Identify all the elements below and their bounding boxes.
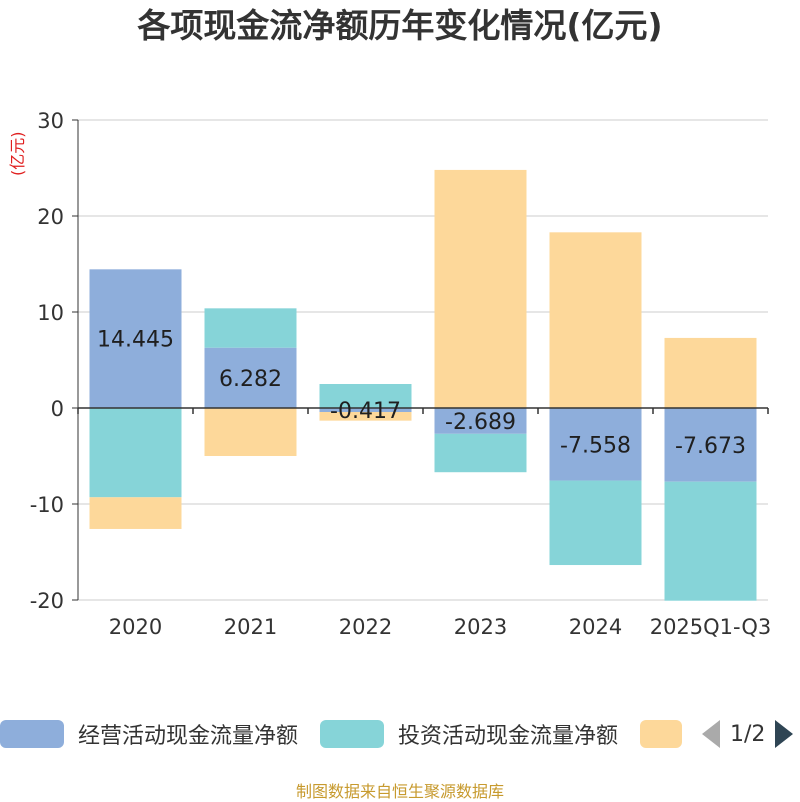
data-label: -0.417 [330, 399, 401, 424]
legend-prev-page-icon[interactable] [702, 720, 720, 748]
bar-2024-series-2 [549, 232, 642, 408]
bar-2022-series-2 [319, 412, 412, 421]
legend-page-indicator: 1/2 [730, 721, 766, 747]
legend-next-page-icon[interactable] [775, 720, 794, 748]
x-tick-label: 2025Q1-Q3 [650, 615, 772, 639]
bar-2022-series-0 [319, 408, 412, 413]
legend-pager: 1/2 [702, 712, 794, 756]
bar-2023-series-0 [434, 408, 527, 434]
bar-2021-series-0 [204, 347, 297, 408]
stacked-bar-chart: 30 20 10 0 -10 -20 2020 2021 2022 2023 2024 2025Q1-… [30, 109, 772, 639]
legend-item-financing[interactable] [640, 712, 682, 756]
y-tick-label: -20 [30, 589, 64, 613]
legend-item-investing[interactable]: 投资活动现金流量净额 [320, 712, 618, 756]
bar-2020-series-1 [89, 408, 182, 498]
bar-2023-series-1 [434, 433, 527, 473]
data-label: 14.445 [97, 328, 174, 353]
x-tick-label: 2021 [224, 615, 277, 639]
legend-swatch-operating [0, 720, 64, 748]
bar-2021-series-1 [204, 308, 297, 348]
bar-2022-series-1 [319, 384, 412, 408]
bar-2020-series-2 [89, 497, 182, 529]
data-label: -2.689 [445, 410, 516, 435]
legend-swatch-financing [640, 720, 682, 748]
legend-label-operating: 经营活动现金流量净额 [78, 724, 299, 749]
y-axis-unit-label: (亿元) [8, 132, 27, 177]
bar-2023-series-2 [434, 169, 527, 408]
data-label: 6.282 [219, 367, 282, 392]
y-tick-label: -10 [30, 493, 64, 517]
y-tick-label: 0 [51, 397, 64, 421]
legend: 经营活动现金流量净额 投资活动现金流量净额 1/2 [0, 712, 800, 756]
bar-2025Q1-Q3-series-1 [664, 481, 757, 601]
y-tick-label: 30 [37, 109, 64, 133]
x-tick-label: 2020 [109, 615, 162, 639]
legend-item-operating[interactable]: 经营活动现金流量净额 [0, 712, 298, 756]
x-tick-label: 2023 [454, 615, 507, 639]
bar-2025Q1-Q3-series-2 [664, 337, 757, 408]
data-source-note: 制图数据来自恒生聚源数据库 [295, 782, 504, 801]
data-label: -7.558 [560, 433, 631, 458]
chart-title: 各项现金流净额历年变化情况(亿元) [137, 6, 663, 45]
bar-2024-series-1 [549, 480, 642, 566]
x-tick-label: 2022 [339, 615, 392, 639]
legend-swatch-investing [320, 720, 384, 748]
bar-2024-series-0 [549, 408, 642, 481]
legend-label-investing: 投资活动现金流量净额 [398, 724, 619, 749]
y-tick-label: 10 [37, 301, 64, 325]
y-axis-unit-text: (亿元) [8, 132, 27, 177]
bar-2021-series-2 [204, 408, 297, 456]
y-tick-label: 20 [37, 205, 64, 229]
data-label: -7.673 [675, 434, 746, 459]
bar-2020-series-0 [89, 269, 182, 408]
bar-2025Q1-Q3-series-0 [664, 408, 757, 482]
x-tick-label: 2024 [569, 615, 622, 639]
